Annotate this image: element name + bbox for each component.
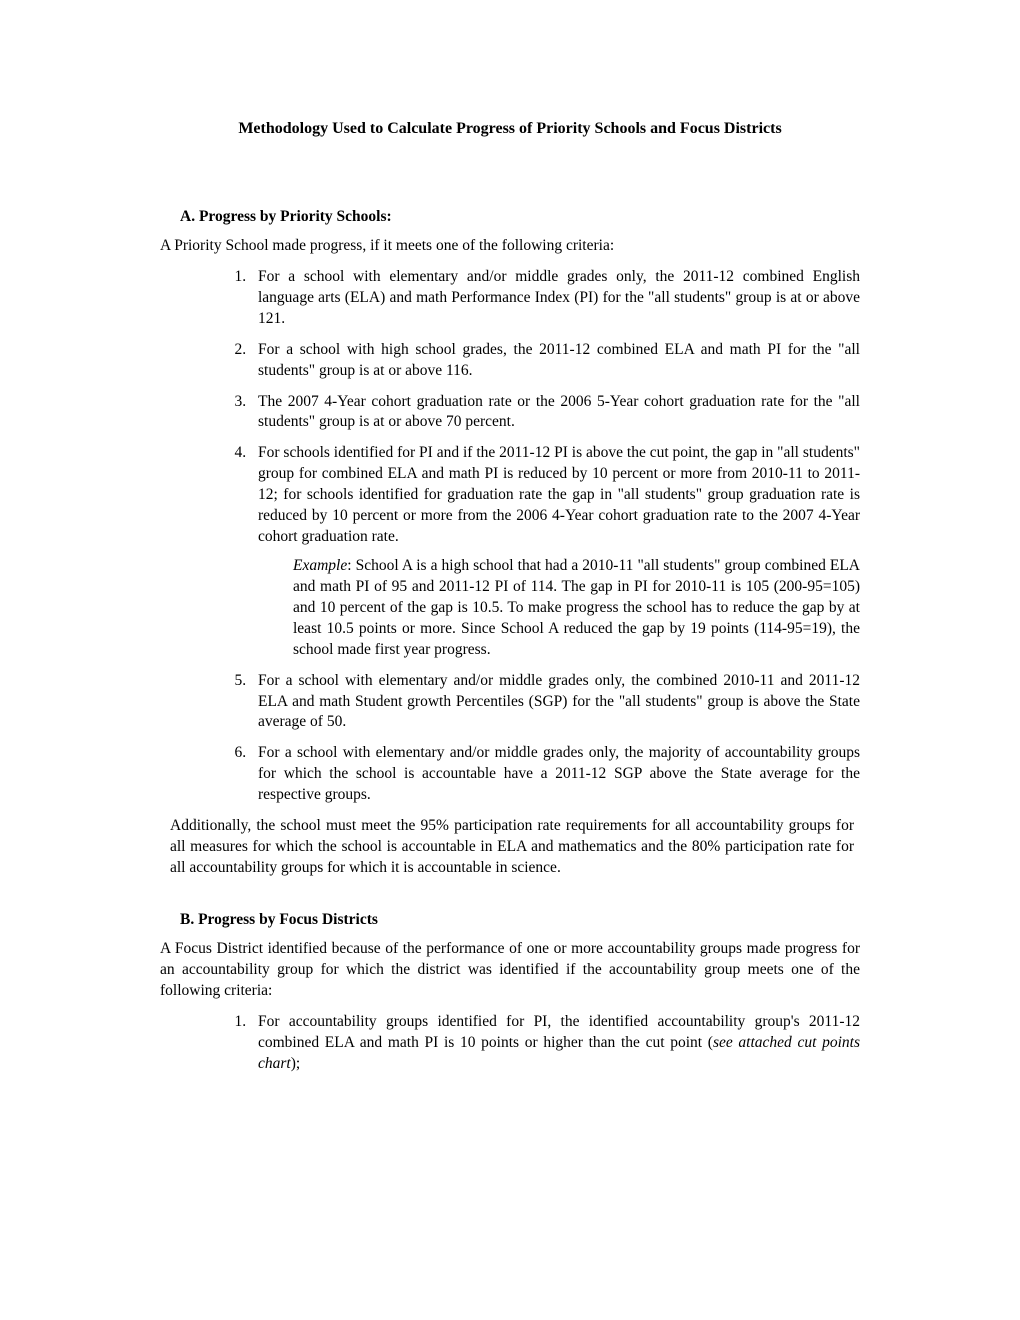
section-a-list: For a school with elementary and/or midd… bbox=[160, 267, 860, 806]
section-b-list: For accountability groups identified for… bbox=[160, 1012, 860, 1075]
document-page: Methodology Used to Calculate Progress o… bbox=[0, 0, 1020, 1320]
list-item: The 2007 4-Year cohort graduation rate o… bbox=[250, 392, 860, 434]
list-item: For a school with elementary and/or midd… bbox=[250, 671, 860, 734]
section-a-intro: A Priority School made progress, if it m… bbox=[160, 236, 860, 257]
list-item-post: ); bbox=[291, 1055, 300, 1072]
list-item: For a school with high school grades, th… bbox=[250, 340, 860, 382]
example-block: Example: School A is a high school that … bbox=[293, 556, 860, 661]
list-item: For schools identified for PI and if the… bbox=[250, 443, 860, 660]
section-b-heading: B. Progress by Focus Districts bbox=[180, 911, 860, 929]
list-item: For accountability groups identified for… bbox=[250, 1012, 860, 1075]
section-a-additional: Additionally, the school must meet the 9… bbox=[160, 816, 860, 879]
list-item: For a school with elementary and/or midd… bbox=[250, 267, 860, 330]
example-label: Example bbox=[293, 557, 347, 574]
section-a-heading: A. Progress by Priority Schools: bbox=[180, 208, 860, 226]
example-text: : School A is a high school that had a 2… bbox=[293, 557, 860, 658]
list-item-text: For schools identified for PI and if the… bbox=[258, 444, 860, 545]
section-b-intro: A Focus District identified because of t… bbox=[160, 939, 860, 1002]
document-title: Methodology Used to Calculate Progress o… bbox=[160, 120, 860, 138]
list-item: For a school with elementary and/or midd… bbox=[250, 743, 860, 806]
